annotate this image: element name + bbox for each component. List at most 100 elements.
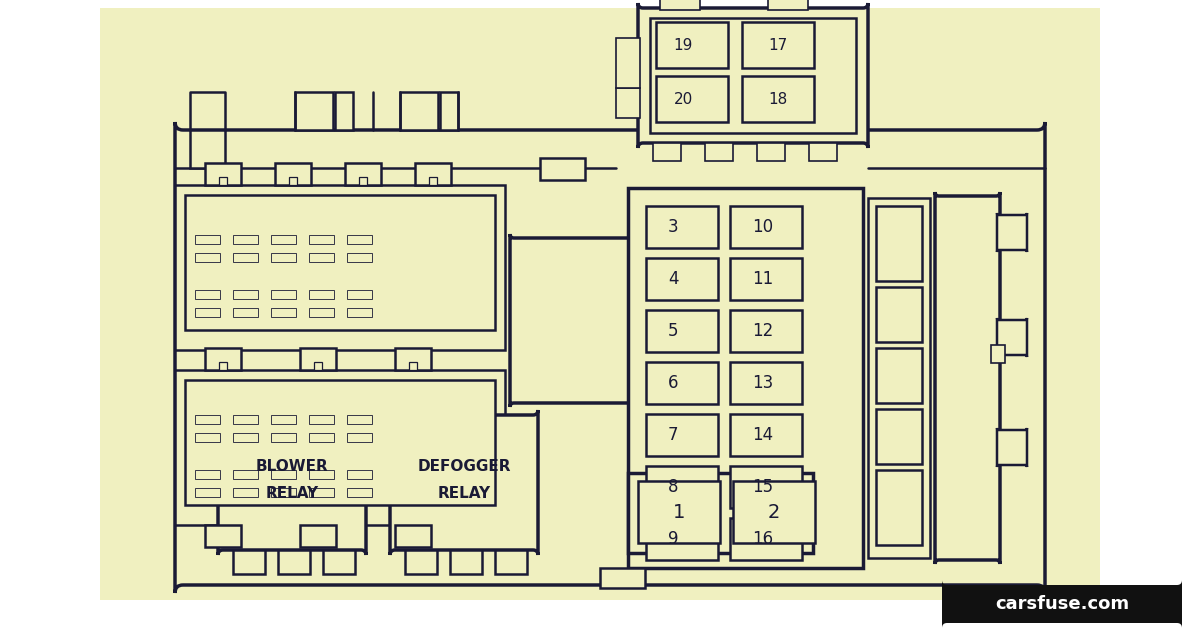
Bar <box>347 488 372 497</box>
Text: RELAY: RELAY <box>438 486 491 501</box>
Bar <box>194 488 220 497</box>
Bar <box>310 488 334 497</box>
Bar <box>194 253 220 262</box>
Bar <box>653 143 682 161</box>
Bar <box>278 550 310 574</box>
Bar <box>300 525 336 547</box>
FancyBboxPatch shape <box>997 428 1027 467</box>
Bar <box>359 177 367 185</box>
Text: 14: 14 <box>752 426 773 444</box>
Bar <box>233 308 258 317</box>
Bar <box>540 158 586 180</box>
Bar <box>271 415 296 424</box>
Bar <box>300 348 336 370</box>
Bar <box>271 433 296 442</box>
Text: 17: 17 <box>768 38 787 53</box>
Bar <box>175 370 505 525</box>
Bar <box>185 195 496 330</box>
Bar <box>415 163 451 185</box>
Bar <box>400 92 438 130</box>
Bar <box>733 481 815 543</box>
Bar <box>646 206 718 248</box>
Text: DEFOGGER: DEFOGGER <box>418 459 511 474</box>
Bar <box>876 206 922 281</box>
Bar <box>768 0 808 10</box>
FancyBboxPatch shape <box>175 122 1045 593</box>
Bar <box>646 310 718 352</box>
Bar <box>730 414 802 456</box>
Bar <box>233 488 258 497</box>
Text: 6: 6 <box>668 374 679 392</box>
Text: 12: 12 <box>751 322 773 340</box>
Bar <box>233 253 258 262</box>
FancyBboxPatch shape <box>997 318 1027 357</box>
Bar <box>628 188 863 568</box>
Bar <box>194 235 220 244</box>
Bar <box>205 525 241 547</box>
Bar <box>706 143 733 161</box>
Bar <box>742 76 814 122</box>
Bar <box>730 466 802 508</box>
Bar <box>496 550 527 574</box>
Bar <box>646 466 718 508</box>
Text: 7: 7 <box>668 426 679 444</box>
Text: BLOWER: BLOWER <box>256 459 329 474</box>
Bar <box>409 362 418 370</box>
Bar <box>347 470 372 479</box>
FancyBboxPatch shape <box>935 192 1000 564</box>
Bar <box>205 348 241 370</box>
Text: 4: 4 <box>668 270 679 288</box>
Bar <box>205 163 241 185</box>
Bar <box>271 488 296 497</box>
Bar <box>660 0 700 10</box>
Bar <box>395 525 431 547</box>
Bar <box>347 415 372 424</box>
Bar <box>440 92 458 130</box>
Bar <box>616 38 640 88</box>
Text: carsfuse.com: carsfuse.com <box>995 595 1129 613</box>
Text: 9: 9 <box>668 530 679 548</box>
Text: 16: 16 <box>752 530 773 548</box>
Text: 3: 3 <box>668 218 679 236</box>
Bar <box>876 470 922 545</box>
FancyBboxPatch shape <box>218 410 366 555</box>
Bar <box>600 568 646 588</box>
Bar <box>185 380 496 505</box>
Bar <box>730 362 802 404</box>
Bar <box>220 177 227 185</box>
Bar <box>650 18 856 133</box>
Text: 1: 1 <box>673 502 685 521</box>
Bar <box>347 308 372 317</box>
Bar <box>346 163 382 185</box>
Bar <box>628 473 814 553</box>
Text: 19: 19 <box>673 38 694 53</box>
Bar <box>646 518 718 560</box>
Bar <box>310 253 334 262</box>
Bar <box>295 92 334 130</box>
Text: 18: 18 <box>768 92 787 107</box>
Text: 2: 2 <box>768 502 780 521</box>
Bar <box>991 345 1006 363</box>
Bar <box>638 481 720 543</box>
Bar <box>876 287 922 342</box>
Bar <box>233 550 265 574</box>
Text: 11: 11 <box>751 270 773 288</box>
Bar <box>395 348 431 370</box>
Bar <box>323 550 355 574</box>
Bar <box>656 22 728 68</box>
Bar <box>616 88 640 118</box>
Bar <box>876 348 922 403</box>
Bar <box>310 433 334 442</box>
Bar <box>220 362 227 370</box>
Bar <box>310 415 334 424</box>
Bar <box>757 143 785 161</box>
FancyBboxPatch shape <box>638 3 868 148</box>
Bar <box>194 290 220 299</box>
Bar <box>730 258 802 300</box>
Bar <box>233 470 258 479</box>
Bar <box>335 92 353 130</box>
Bar <box>430 177 437 185</box>
FancyBboxPatch shape <box>997 213 1027 252</box>
Text: 8: 8 <box>668 478 679 496</box>
Bar <box>646 258 718 300</box>
